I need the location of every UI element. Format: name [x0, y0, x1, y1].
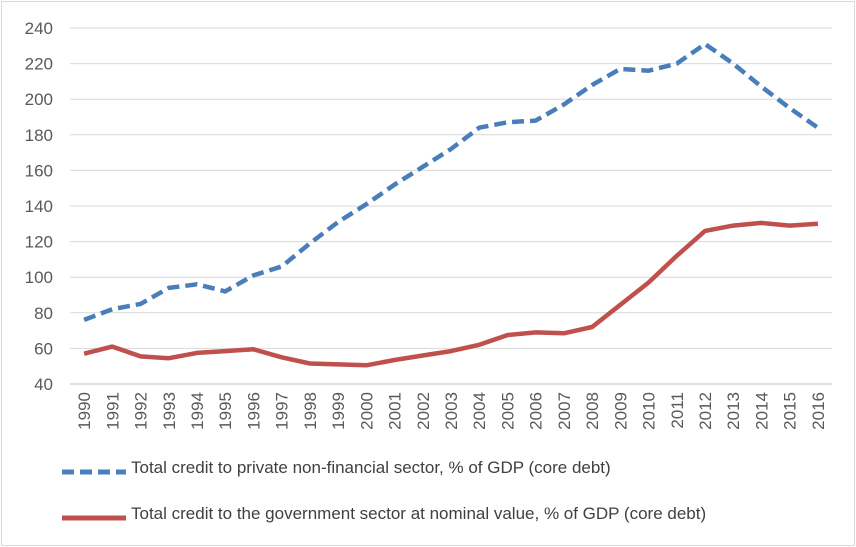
x-tick-label: 1998: [301, 392, 320, 430]
x-tick-label: 1999: [329, 392, 348, 430]
x-axis-tick-labels: 1990 1991 1992 1993 1994 1995 1996 1997 1998 1999…: [75, 392, 828, 430]
x-tick-label: 2011: [668, 392, 687, 429]
y-tick-label: 140: [25, 197, 53, 216]
x-tick-label: 2013: [724, 392, 743, 430]
y-tick-label: 220: [25, 55, 53, 74]
y-tick-label: 180: [25, 126, 53, 145]
y-tick-label: 40: [34, 375, 53, 394]
x-tick-label: 2012: [696, 392, 715, 430]
x-tick-label: 2009: [611, 392, 630, 430]
x-tick-label: 1994: [188, 392, 207, 430]
legend-item-private-credit: Total credit to private non-financial se…: [0, 455, 856, 485]
x-tick-label: 2001: [386, 392, 405, 430]
series-lines: [83, 41, 820, 368]
y-tick-label: 240: [25, 19, 53, 38]
y-tick-label: 60: [34, 339, 53, 358]
x-tick-label: 1992: [132, 392, 151, 430]
y-axis-tick-labels: 40 60 80 100 120 140 160 180 200 220 240: [25, 19, 53, 394]
y-tick-label: 160: [25, 161, 53, 180]
x-tick-label: 1993: [160, 392, 179, 430]
legend-item-government-credit: Total credit to the government sector at…: [0, 501, 856, 531]
gridlines: [70, 27, 832, 385]
x-tick-label: 2004: [470, 392, 489, 430]
x-tick-label: 2010: [640, 392, 659, 430]
x-tick-label: 2014: [752, 392, 771, 430]
y-tick-label: 200: [25, 90, 53, 109]
x-tick-label: 2003: [442, 392, 461, 430]
x-tick-label: 2002: [414, 392, 433, 430]
legend-swatch-private-credit: [62, 469, 126, 475]
x-tick-label: 1996: [244, 392, 263, 430]
x-tick-label: 2016: [809, 392, 828, 430]
series-line-government-credit: [83, 220, 819, 368]
x-tick-label: 1995: [216, 392, 235, 430]
x-tick-label: 1990: [75, 392, 94, 430]
x-tick-label: 1991: [103, 392, 122, 430]
series-line-private-credit: [83, 41, 820, 323]
x-tick-label: 2008: [583, 392, 602, 430]
y-tick-label: 80: [34, 304, 53, 323]
y-tick-label: 100: [25, 268, 53, 287]
x-tick-label: 2007: [555, 392, 574, 430]
x-tick-label: 2015: [781, 392, 800, 430]
x-tick-label: 2006: [527, 392, 546, 430]
y-tick-label: 120: [25, 233, 53, 252]
legend-swatch-government-credit: [62, 515, 126, 521]
legend-label-government-credit: Total credit to the government sector at…: [131, 504, 707, 523]
x-tick-label: 1997: [273, 392, 292, 430]
x-tick-label: 2000: [357, 392, 376, 430]
x-tick-label: 2005: [498, 392, 517, 430]
legend-label-private-credit: Total credit to private non-financial se…: [131, 458, 611, 477]
